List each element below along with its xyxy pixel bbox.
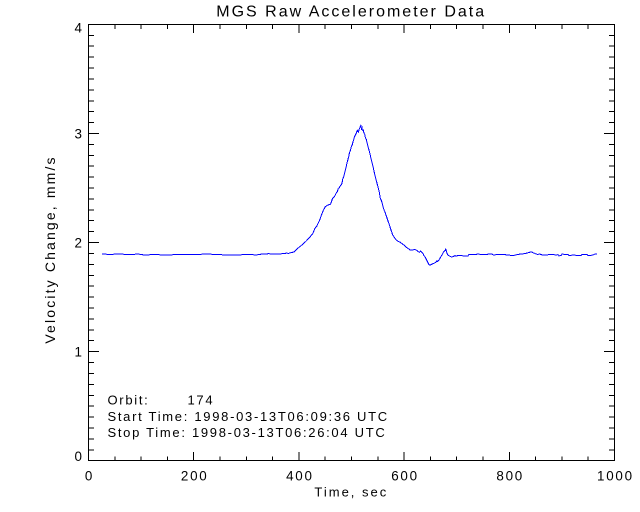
svg-text:1: 1 [75,344,82,359]
svg-text:0: 0 [75,449,82,464]
svg-text:2: 2 [75,235,82,250]
svg-text:1000: 1000 [597,469,634,484]
svg-text:4: 4 [75,21,83,36]
svg-text:174: 174 [188,393,215,408]
svg-text:3: 3 [75,127,82,142]
svg-text:Velocity Change, mm/s: Velocity Change, mm/s [42,155,58,343]
svg-text:Start Time: 1998-03-13T06:09:3: Start Time: 1998-03-13T06:09:36 UTC [108,409,389,424]
svg-text:Orbit:: Orbit: [108,393,150,408]
svg-text:Stop Time: 1998-03-13T06:26:04: Stop Time: 1998-03-13T06:26:04 UTC [108,425,387,440]
svg-text:800: 800 [496,469,524,484]
svg-text:600: 600 [391,469,419,484]
svg-text:Time, sec: Time, sec [314,484,388,499]
svg-text:200: 200 [181,469,209,484]
svg-text:MGS Raw Accelerometer Data: MGS Raw Accelerometer Data [216,3,486,20]
svg-text:400: 400 [286,469,314,484]
svg-text:0: 0 [85,469,94,484]
